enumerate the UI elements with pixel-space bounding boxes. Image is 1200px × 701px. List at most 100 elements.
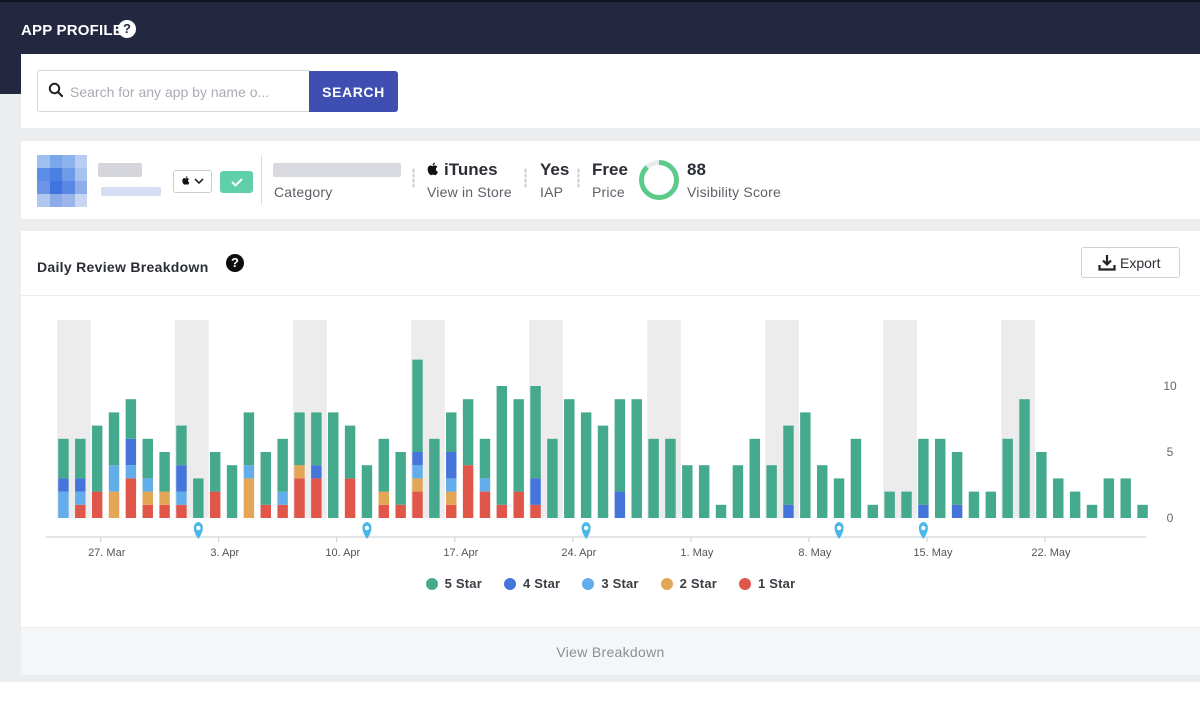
bar-segment-5-star[interactable] xyxy=(951,452,963,505)
bar-segment-2-star[interactable] xyxy=(108,491,120,518)
bar-segment-3-star[interactable] xyxy=(108,465,120,492)
bar-segment-5-star[interactable] xyxy=(1002,438,1013,518)
bar-segment-5-star[interactable] xyxy=(682,465,693,518)
bar-segment-5-star[interactable] xyxy=(1053,478,1064,518)
bar-segment-5-star[interactable] xyxy=(361,465,373,518)
bar-segment-1-star[interactable] xyxy=(209,491,221,518)
bar-segment-5-star[interactable] xyxy=(429,438,440,518)
bar-segment-5-star[interactable] xyxy=(108,412,120,466)
bar-segment-1-star[interactable] xyxy=(75,504,86,518)
bar-segment-5-star[interactable] xyxy=(193,478,204,518)
bar-segment-2-star[interactable] xyxy=(159,491,170,505)
bar-segment-5-star[interactable] xyxy=(1103,478,1115,518)
bar-segment-3-star[interactable] xyxy=(176,491,187,505)
bar-segment-5-star[interactable] xyxy=(614,399,626,492)
bar-segment-5-star[interactable] xyxy=(732,465,744,518)
bar-segment-5-star[interactable] xyxy=(91,425,103,492)
search-button[interactable]: SEARCH xyxy=(309,71,398,112)
legend-item[interactable]: 5 Star xyxy=(425,576,482,591)
bar-segment-1-star[interactable] xyxy=(496,504,508,518)
bar-segment-5-star[interactable] xyxy=(1086,504,1098,518)
bar-segment-5-star[interactable] xyxy=(800,412,811,518)
bar-segment-2-star[interactable] xyxy=(294,465,305,479)
bar-segment-4-star[interactable] xyxy=(783,504,794,518)
bar-segment-5-star[interactable] xyxy=(749,438,760,518)
question-circle-icon[interactable]: ? xyxy=(118,20,136,38)
bar-segment-1-star[interactable] xyxy=(142,504,153,518)
bar-segment-5-star[interactable] xyxy=(884,491,895,518)
bar-segment-5-star[interactable] xyxy=(766,465,777,518)
bar-segment-1-star[interactable] xyxy=(277,504,288,518)
map-pin-icon[interactable] xyxy=(581,522,591,539)
bar-segment-4-star[interactable] xyxy=(75,478,86,492)
bar-segment-5-star[interactable] xyxy=(479,438,491,479)
store-value[interactable]: iTunes xyxy=(426,160,498,180)
bar-segment-5-star[interactable] xyxy=(783,425,794,505)
bar-segment-5-star[interactable] xyxy=(580,412,592,518)
bar-segment-5-star[interactable] xyxy=(564,399,575,518)
bar-segment-2-star[interactable] xyxy=(243,478,255,518)
bar-segment-4-star[interactable] xyxy=(614,491,626,518)
bar-segment-5-star[interactable] xyxy=(1019,399,1030,518)
bar-segment-5-star[interactable] xyxy=(294,412,305,466)
bar-segment-3-star[interactable] xyxy=(125,465,137,479)
bar-segment-1-star[interactable] xyxy=(446,504,457,518)
map-pin-icon[interactable] xyxy=(918,522,928,539)
bar-segment-5-star[interactable] xyxy=(648,438,659,518)
bar-segment-4-star[interactable] xyxy=(446,452,457,479)
bar-segment-5-star[interactable] xyxy=(513,399,524,492)
bar-segment-5-star[interactable] xyxy=(1069,491,1081,518)
bar-segment-5-star[interactable] xyxy=(867,504,879,518)
bar-segment-5-star[interactable] xyxy=(698,465,710,518)
bar-segment-5-star[interactable] xyxy=(75,438,86,479)
legend-item[interactable]: 1 Star xyxy=(739,576,795,591)
bar-segment-2-star[interactable] xyxy=(412,478,423,492)
bar-segment-4-star[interactable] xyxy=(176,465,187,492)
search-input[interactable] xyxy=(70,81,306,103)
bar-segment-5-star[interactable] xyxy=(277,438,288,492)
bar-segment-2-star[interactable] xyxy=(142,491,153,505)
bar-segment-1-star[interactable] xyxy=(462,465,474,518)
bar-segment-5-star[interactable] xyxy=(378,438,390,492)
bar-segment-5-star[interactable] xyxy=(311,412,322,466)
bar-segment-5-star[interactable] xyxy=(260,452,271,505)
bar-segment-1-star[interactable] xyxy=(176,504,187,518)
bar-segment-1-star[interactable] xyxy=(530,504,541,518)
bar-segment-5-star[interactable] xyxy=(547,438,558,518)
bar-segment-5-star[interactable] xyxy=(344,425,356,479)
bar-segment-5-star[interactable] xyxy=(176,425,187,466)
bar-segment-5-star[interactable] xyxy=(631,399,642,518)
bar-segment-2-star[interactable] xyxy=(446,491,457,505)
bar-segment-3-star[interactable] xyxy=(412,465,423,479)
bar-segment-5-star[interactable] xyxy=(985,491,997,518)
bar-segment-5-star[interactable] xyxy=(850,438,862,518)
bar-segment-1-star[interactable] xyxy=(311,478,322,518)
export-button[interactable]: Export xyxy=(1081,247,1180,278)
bar-segment-5-star[interactable] xyxy=(209,452,221,492)
bar-segment-1-star[interactable] xyxy=(125,478,137,518)
bar-segment-5-star[interactable] xyxy=(918,438,929,505)
app-icon[interactable] xyxy=(37,155,87,207)
bar-segment-5-star[interactable] xyxy=(327,412,339,518)
legend-item[interactable]: 2 Star xyxy=(660,576,717,591)
bar-segment-4-star[interactable] xyxy=(58,478,69,492)
platform-dropdown[interactable] xyxy=(173,170,212,193)
view-breakdown-button[interactable]: View Breakdown xyxy=(21,627,1200,675)
bar-segment-4-star[interactable] xyxy=(918,504,929,518)
bar-segment-1-star[interactable] xyxy=(294,478,305,518)
bar-segment-1-star[interactable] xyxy=(91,491,103,518)
bar-segment-5-star[interactable] xyxy=(1137,504,1148,518)
bar-segment-5-star[interactable] xyxy=(833,478,845,518)
bar-segment-4-star[interactable] xyxy=(311,465,322,479)
bar-segment-3-star[interactable] xyxy=(446,478,457,492)
bar-segment-5-star[interactable] xyxy=(935,438,946,518)
verified-badge[interactable] xyxy=(220,171,253,193)
bar-segment-1-star[interactable] xyxy=(412,491,423,518)
bar-segment-1-star[interactable] xyxy=(479,491,491,518)
bar-segment-4-star[interactable] xyxy=(951,504,963,518)
bar-segment-1-star[interactable] xyxy=(344,478,356,518)
bar-segment-5-star[interactable] xyxy=(412,359,423,452)
bar-segment-5-star[interactable] xyxy=(1036,452,1047,518)
bar-segment-5-star[interactable] xyxy=(968,491,980,518)
bar-segment-1-star[interactable] xyxy=(513,491,524,518)
